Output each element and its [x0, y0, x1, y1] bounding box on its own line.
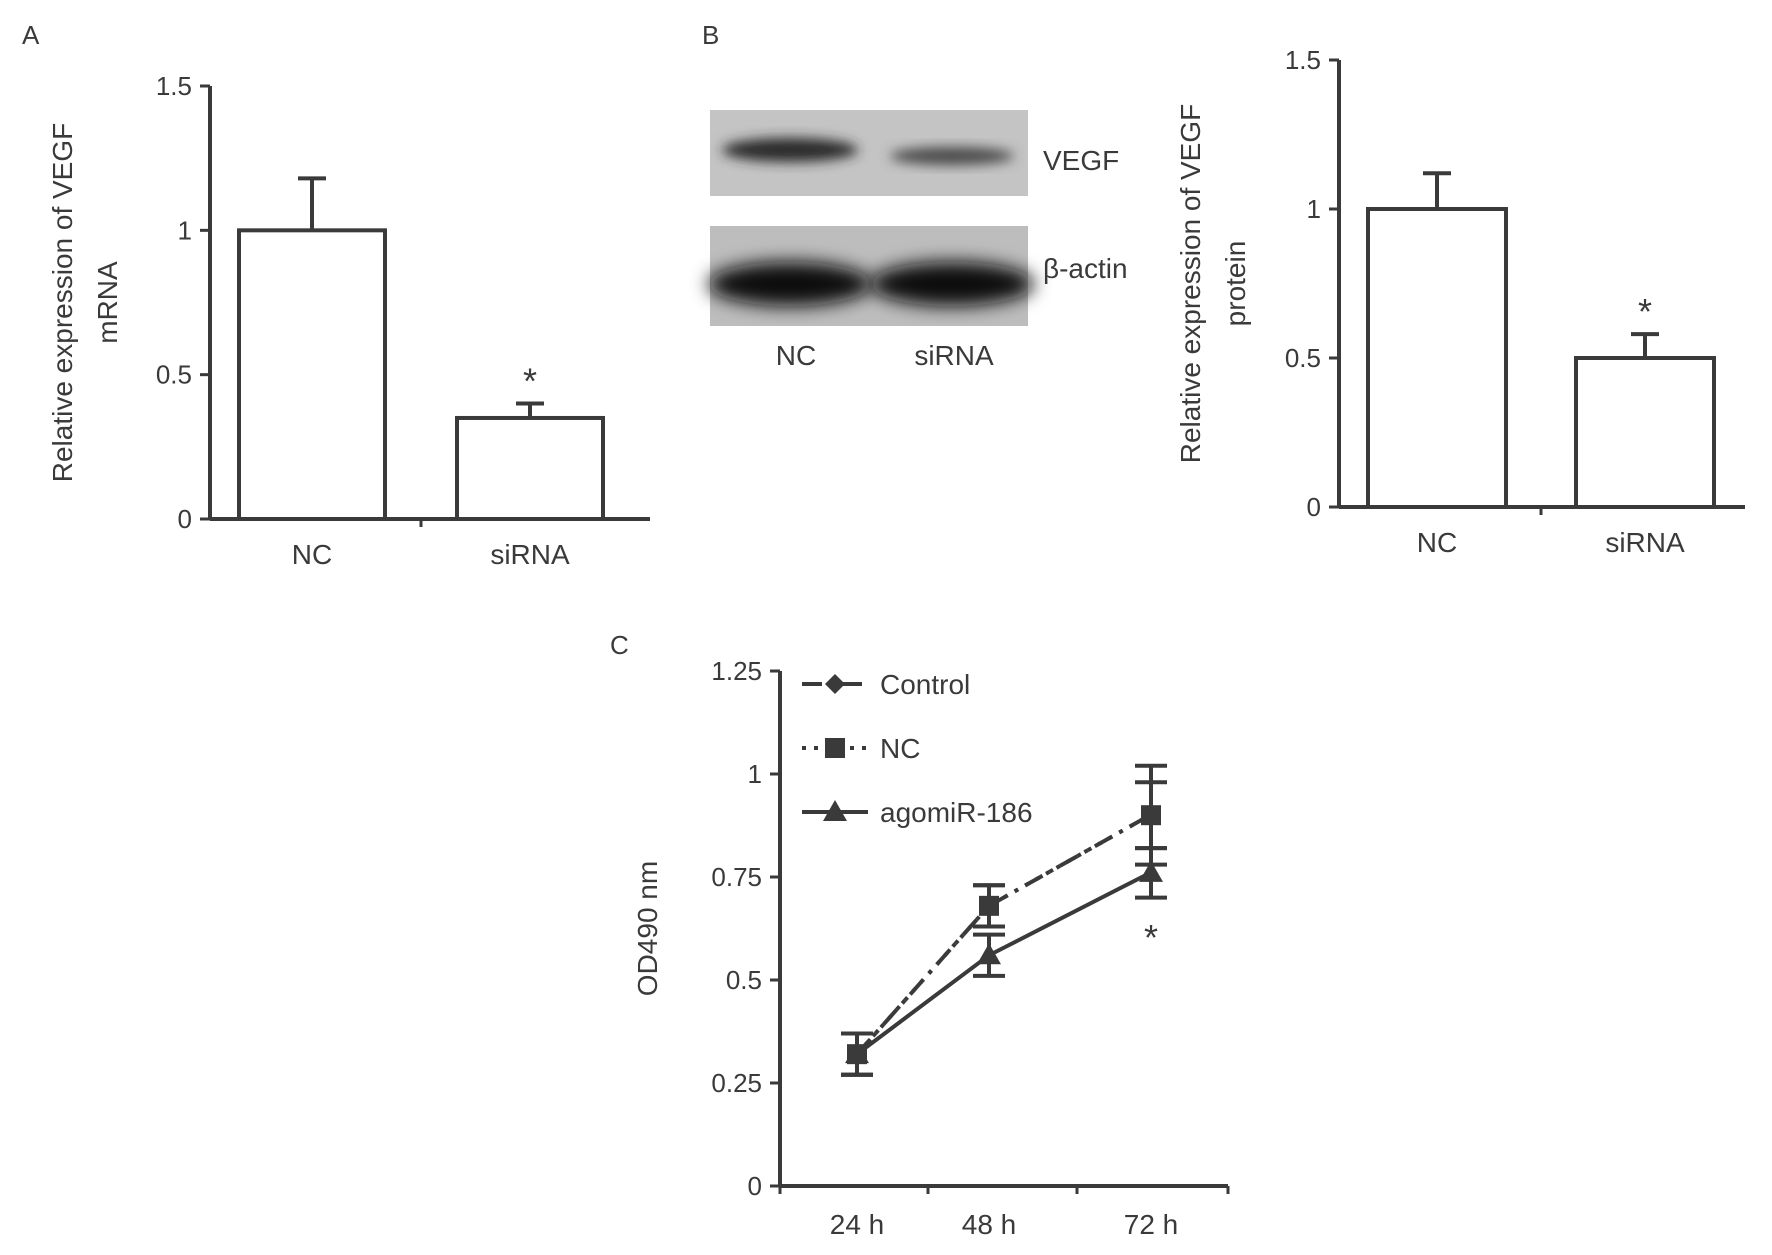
- y-tick-label: 1: [1307, 194, 1321, 224]
- series-line-control: [855, 813, 1151, 1056]
- chart-a-mrna-bar-chart: NC * siRNA 0 0.5 1 1.5 Relative expression of V…: [47, 71, 650, 570]
- bar-sirna: [1574, 356, 1716, 509]
- x-tick-label: NC: [292, 539, 332, 570]
- significance-star: *: [1144, 917, 1158, 958]
- blot-lane-sirna: siRNA: [914, 340, 994, 371]
- blot-lane-nc: NC: [776, 340, 816, 371]
- x-tick-label: NC: [1417, 527, 1457, 558]
- y-tick-label: 1: [748, 759, 762, 789]
- data-point-nc: [1141, 805, 1161, 826]
- blot-label-actin: β-actin: [1043, 253, 1128, 284]
- y-tick-label: 1.25: [711, 656, 762, 686]
- x-tick-label: 72 h: [1124, 1209, 1179, 1240]
- band-actin-nc: [708, 262, 872, 306]
- x-tick-label: 48 h: [962, 1209, 1017, 1240]
- data-point-agomir-186: [977, 943, 1001, 965]
- legend-label: Control: [880, 669, 970, 700]
- legend-marker-nc: [825, 738, 845, 758]
- y-tick-label: 1: [178, 215, 192, 245]
- data-point-agomir-186: [845, 1042, 869, 1064]
- significance-star: *: [1638, 291, 1652, 332]
- panel-letter-a: A: [22, 20, 40, 50]
- band-vegf-nc: [722, 138, 858, 162]
- blot-strip-actin: [708, 226, 1034, 326]
- bar-nc: [1366, 207, 1508, 509]
- significance-star: *: [523, 361, 537, 402]
- chart-b-protein-bar-chart: NC * siRNA 0 0.5 1 1.5 Relative expression of V…: [1175, 45, 1745, 558]
- legend-label: agomiR-186: [880, 797, 1033, 828]
- y-tick-label: 0: [178, 504, 192, 534]
- y-tick-label: 0.25: [711, 1068, 762, 1098]
- y-tick-label: 0.5: [156, 360, 192, 390]
- chart-c-od490-line-chart: 0 0.25 0.5 0.75 1 1.25 24 h 48 h 72 h OD490 nm * Co…: [632, 656, 1230, 1240]
- x-tick-label: siRNA: [1605, 527, 1685, 558]
- x-tick-label: siRNA: [490, 539, 570, 570]
- y-tick-label: 0.5: [726, 965, 762, 995]
- y-axis-title: OD490 nm: [632, 861, 663, 996]
- y-axis-title: Relative expression of VEGF: [47, 123, 78, 483]
- panel-letter-b: B: [702, 20, 719, 50]
- x-tick-label: 24 h: [830, 1209, 885, 1240]
- bar-nc: [237, 228, 387, 521]
- blot-strip-vegf: [710, 110, 1028, 196]
- legend-label: NC: [880, 733, 920, 764]
- y-tick-label: 0: [748, 1171, 762, 1201]
- y-axis-title: protein: [1220, 241, 1251, 327]
- western-blot: VEGF β-actin NC siRNA: [708, 110, 1128, 371]
- y-tick-label: 0.5: [1285, 343, 1321, 373]
- series-line-agomir-186: [855, 871, 1151, 1056]
- y-tick-label: 1.5: [156, 71, 192, 101]
- y-tick-label: 1.5: [1285, 45, 1321, 75]
- y-axis-title: Relative expression of VEGF: [1175, 104, 1206, 464]
- blot-label-vegf: VEGF: [1043, 145, 1119, 176]
- legend-marker-agomir-186: [823, 800, 847, 821]
- band-vegf-sirna: [890, 147, 1014, 165]
- y-tick-label: 0.75: [711, 862, 762, 892]
- band-actin-sirna: [870, 262, 1034, 306]
- y-axis-title: mRNA: [92, 261, 123, 344]
- panel-letter-c: C: [610, 630, 629, 660]
- data-point-nc: [979, 895, 999, 916]
- bar-sirna: [455, 415, 605, 522]
- y-tick-label: 0: [1307, 492, 1321, 522]
- legend-marker-control: [825, 674, 845, 694]
- data-point-agomir-186: [1139, 860, 1163, 882]
